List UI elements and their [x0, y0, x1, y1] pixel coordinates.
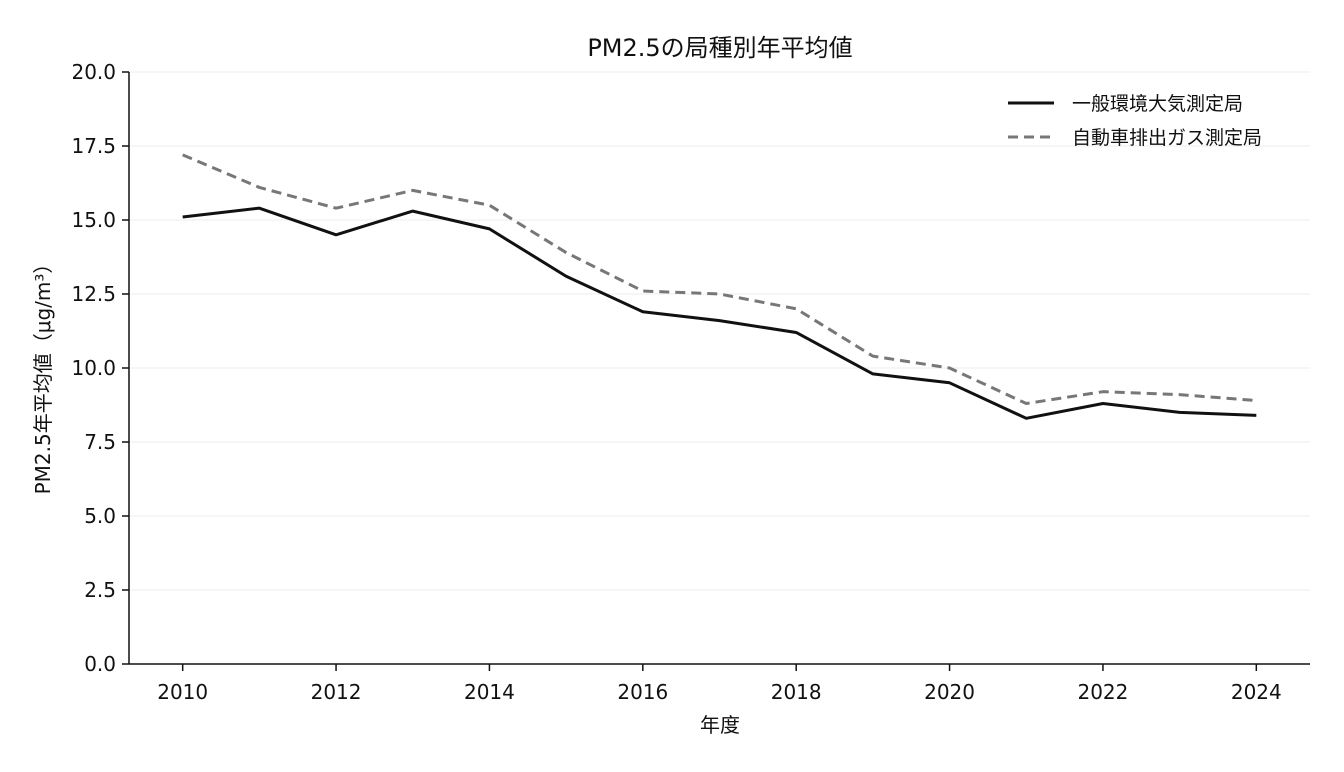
legend: 一般環境大気測定局 自動車排出ガス測定局 — [1008, 93, 1262, 149]
grid-lines — [129, 71, 1310, 591]
y-axis-title: PM2.5年平均値（μg/m³） — [31, 254, 55, 495]
x-tick-label: 2018 — [771, 680, 822, 704]
x-tick-label: 2016 — [617, 680, 668, 704]
x-tick-label: 2012 — [311, 680, 362, 704]
x-tick-label: 2020 — [924, 680, 975, 704]
y-tick-label: 17.5 — [71, 134, 116, 158]
series-lines — [182, 153, 1257, 420]
x-tick-label: 2014 — [464, 680, 515, 704]
x-tick-label: 2010 — [157, 680, 208, 704]
y-tick-label: 15.0 — [71, 208, 116, 232]
y-tick-label: 7.5 — [84, 430, 116, 454]
chart-title: PM2.5の局種別年平均値 — [587, 34, 852, 62]
tick-labels: 0.0 2.5 5.0 7.5 10.0 12.5 15.0 17.5 20.0 2010 2012… — [71, 60, 1281, 704]
y-tick-label: 5.0 — [84, 504, 116, 528]
x-axis-title: 年度 — [700, 713, 740, 737]
series-line-ambient — [182, 206, 1257, 420]
legend-label-roadside: 自動車排出ガス測定局 — [1072, 127, 1262, 149]
y-tick-label: 0.0 — [84, 652, 116, 676]
x-tick-label: 2024 — [1231, 680, 1282, 704]
y-tick-label: 2.5 — [84, 578, 116, 602]
y-tick-label: 10.0 — [71, 356, 116, 380]
y-tick-label: 12.5 — [71, 282, 116, 306]
legend-label-ambient: 一般環境大気測定局 — [1072, 93, 1243, 115]
axes — [122, 71, 1310, 671]
y-tick-label: 20.0 — [71, 60, 116, 84]
series-line-roadside — [182, 153, 1257, 406]
x-tick-label: 2022 — [1077, 680, 1128, 704]
